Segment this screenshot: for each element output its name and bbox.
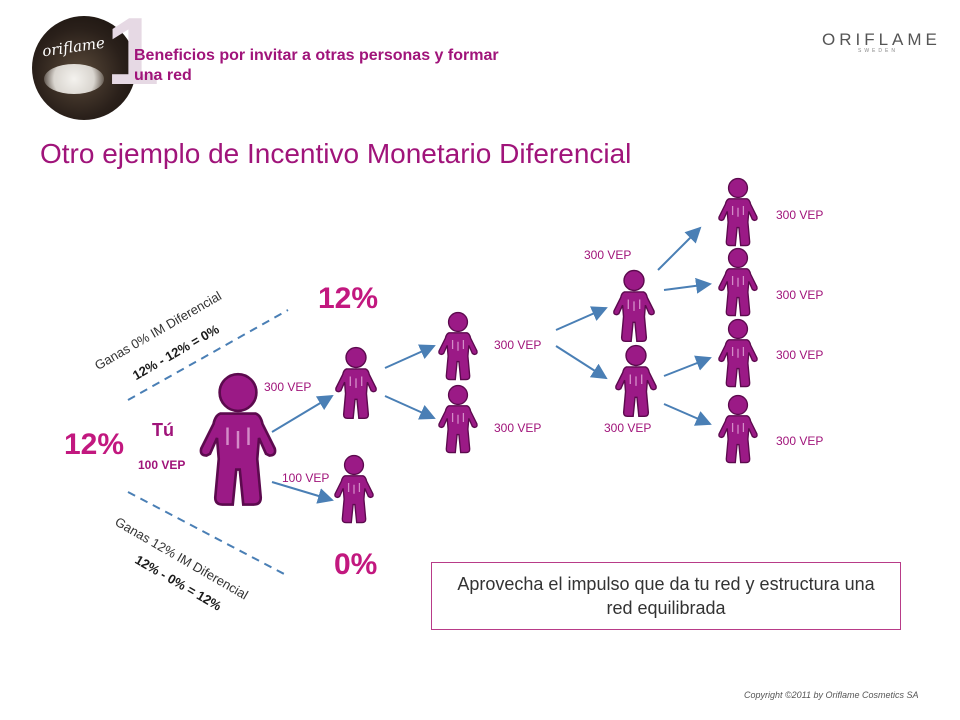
arrow	[384, 395, 436, 420]
person-icon	[438, 311, 478, 381]
person-icon	[615, 344, 657, 418]
arrow	[663, 403, 712, 426]
vep-label: 300 VEP	[776, 288, 824, 302]
header-logo-image: oriflame	[32, 16, 136, 120]
lower-branch-percent: 0%	[334, 548, 378, 581]
arrow	[271, 394, 334, 433]
dashed-line-upper	[127, 309, 289, 401]
section-number: 1	[106, 0, 160, 105]
person-icon	[718, 247, 758, 317]
brand-logo: ORIFLAME	[822, 30, 941, 49]
person-icon	[334, 454, 374, 524]
page-title: Otro ejemplo de Incentivo Monetario Dife…	[40, 138, 632, 169]
vep-label: 300 VEP	[776, 434, 824, 448]
upper-branch-percent: 12%	[318, 282, 379, 315]
arrow	[657, 226, 702, 271]
arrow	[384, 344, 436, 369]
arrow	[663, 355, 712, 377]
vep-label: 300 VEP	[264, 380, 312, 394]
section-title: Beneficios por invitar a otras personas …	[134, 47, 499, 84]
callout-text: Aprovecha el impulso que da tu red y est…	[457, 574, 875, 618]
vep-label: 300 VEP	[604, 421, 652, 435]
person-icon	[335, 346, 377, 420]
vep-label: 100 VEP	[282, 471, 330, 485]
vep-label: 300 VEP	[776, 208, 824, 222]
vep-label: 300 VEP	[494, 338, 542, 352]
arrow	[555, 306, 608, 331]
copyright-text: Copyright ©2011 by Oriflame Cosmetics SA	[744, 690, 919, 700]
vep-label: 300 VEP	[584, 248, 632, 262]
you-label: Tú	[152, 420, 174, 440]
person-icon	[718, 318, 758, 388]
callout-box: Aprovecha el impulso que da tu red y est…	[431, 562, 901, 630]
vep-label: 300 VEP	[494, 421, 542, 435]
you-percent: 12%	[64, 428, 125, 461]
person-icon	[613, 269, 655, 343]
you-vep: 100 VEP	[138, 458, 186, 472]
arrow	[555, 345, 608, 380]
person-icon	[438, 384, 478, 454]
brand-subtitle: SWEDEN	[858, 48, 898, 54]
person-icon	[718, 177, 758, 247]
arrow	[271, 481, 334, 504]
person-icon	[718, 394, 758, 464]
arrow	[663, 277, 712, 294]
hand-image	[44, 64, 104, 94]
dashed-line-lower	[127, 491, 289, 577]
vep-label: 300 VEP	[776, 348, 824, 362]
